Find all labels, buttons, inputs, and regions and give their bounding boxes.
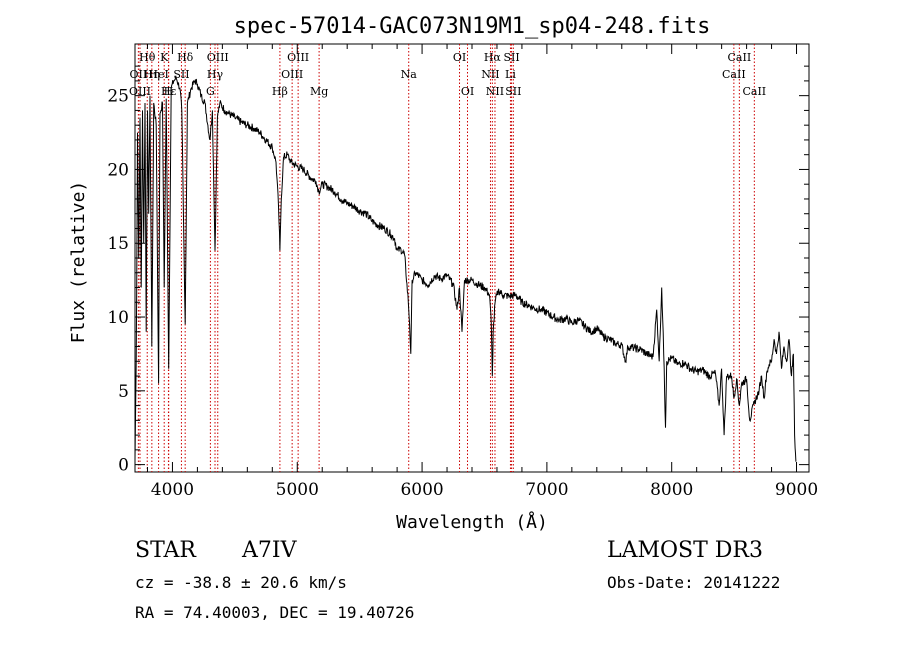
y-axis-ticks: 0 5 10 15 20 25 [107, 65, 809, 476]
line-label-25: SII [505, 85, 521, 98]
line-label-13: Hβ [272, 85, 288, 98]
obs-date: Obs-Date: 20141222 [607, 573, 781, 592]
x-axis-ticks: 4000 5000 6000 7000 8000 9000 [146, 44, 818, 500]
line-label-16: Mg [310, 85, 328, 98]
line-label-7: H [164, 85, 174, 98]
line-label-5: HeI [148, 68, 168, 81]
x-tick-label-5: 9000 [775, 480, 818, 500]
line-label-24: Li [505, 68, 516, 81]
line-label-26: CaII [728, 51, 752, 64]
spectrum-series-line [134, 75, 797, 462]
line-label-2: OIII [129, 85, 151, 98]
line-label-14: OIII [287, 51, 309, 64]
line-label-23: SII [503, 51, 519, 64]
line-label-0: Hθ [139, 51, 156, 64]
spectral-line-markers [137, 44, 755, 472]
plot-frame [134, 43, 810, 473]
x-tick-label-3: 7000 [525, 480, 568, 500]
line-label-20: Hα [484, 51, 502, 64]
line-label-8: Hδ [177, 51, 194, 64]
x-tick-label-4: 8000 [650, 480, 693, 500]
y-tick-label-0: 0 [118, 456, 129, 476]
y-tick-label-4: 20 [107, 160, 129, 180]
y-axis-label: Flux (relative) [68, 181, 89, 344]
x-tick-label-0: 4000 [151, 480, 194, 500]
spectral-line-labels: Hθ OII OIII HηK HeI HεH Hδ SII Hγ OIII G Hβ OIII OIII… [129, 51, 766, 98]
line-label-19: OI [461, 85, 474, 98]
line-label-11: OIII [207, 51, 229, 64]
line-label-18: OI [453, 51, 466, 64]
x-tick-label-1: 5000 [276, 480, 319, 500]
object-class: STAR [135, 538, 196, 563]
y-tick-label-2: 10 [107, 308, 129, 328]
line-label-15: OIII [281, 68, 303, 81]
y-tick-label-5: 25 [107, 87, 129, 107]
survey-name: LAMOST DR3 [607, 538, 763, 563]
line-label-6: Hε [161, 85, 177, 98]
ra-dec: RA = 74.40003, DEC = 19.40726 [135, 603, 415, 622]
line-label-1: OII [130, 68, 148, 81]
line-label-17: Na [401, 68, 418, 81]
line-label-9: SII [173, 68, 189, 81]
x-axis-label: Wavelength (Å) [396, 511, 548, 533]
redshift-cz: cz = -38.8 ± 20.6 km/s [135, 573, 347, 592]
y-tick-label-3: 15 [107, 234, 129, 254]
y-tick-label-1: 5 [118, 382, 129, 402]
line-label-4: K [160, 51, 169, 64]
line-label-21: NII [481, 68, 499, 81]
line-label-22: NII [486, 85, 504, 98]
line-label-12: G [206, 85, 215, 98]
x-tick-label-2: 6000 [400, 480, 443, 500]
line-label-27: CaII [722, 68, 746, 81]
line-label-28: CaII [742, 85, 766, 98]
chart-title: spec-57014-GAC073N19M1_sp04-248.fits [234, 14, 711, 39]
line-label-10: Hγ [207, 68, 224, 81]
object-subclass: A7IV [242, 538, 297, 563]
line-label-3: Hη [144, 68, 160, 81]
